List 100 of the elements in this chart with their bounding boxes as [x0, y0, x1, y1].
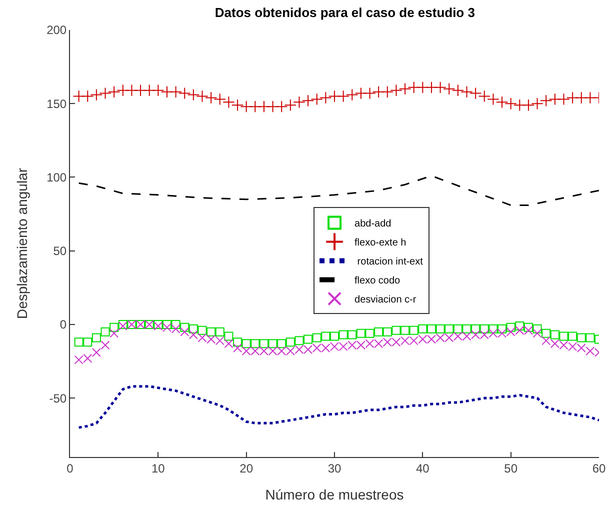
- point: [586, 346, 595, 356]
- point: [390, 84, 402, 96]
- point: [575, 92, 588, 104]
- point: [496, 96, 508, 108]
- point: [372, 86, 385, 98]
- point: [478, 90, 490, 102]
- line-series: [78, 175, 599, 206]
- point: [110, 322, 119, 332]
- point: [110, 328, 119, 338]
- point: [100, 340, 110, 350]
- point: [488, 324, 498, 334]
- point: [452, 84, 464, 96]
- point: [90, 88, 103, 101]
- point: [550, 330, 560, 340]
- point: [240, 100, 252, 113]
- point: [116, 84, 129, 96]
- point: [532, 324, 542, 334]
- legend-label: flexo codo: [354, 276, 401, 287]
- point: [180, 327, 190, 336]
- point: [266, 100, 279, 113]
- point: [312, 333, 322, 342]
- point: [108, 86, 120, 98]
- y-tick-label: 100: [46, 170, 67, 184]
- point: [92, 333, 101, 342]
- x-tick-label: 40: [416, 461, 430, 476]
- point: [152, 84, 164, 96]
- x-tick-label: 20: [240, 461, 254, 476]
- point: [348, 330, 357, 340]
- point: [259, 339, 268, 348]
- point: [100, 327, 110, 336]
- point: [304, 334, 313, 344]
- point: [180, 322, 190, 332]
- point: [346, 88, 358, 101]
- x-tick-label: 10: [151, 461, 166, 476]
- point: [462, 324, 472, 334]
- chart-title: Datos obtenidos para el caso de estudio 3: [214, 4, 475, 20]
- point: [443, 82, 456, 95]
- point: [453, 324, 462, 334]
- point: [338, 330, 348, 340]
- point: [310, 93, 323, 106]
- point: [302, 94, 314, 107]
- point: [170, 86, 182, 98]
- point: [471, 324, 480, 334]
- point: [277, 339, 286, 348]
- point: [293, 96, 306, 108]
- legend-label: rotacion int-ext: [354, 256, 424, 268]
- point: [559, 332, 568, 341]
- point: [584, 92, 596, 104]
- point: [72, 90, 85, 102]
- point: [532, 328, 542, 338]
- point: [214, 93, 226, 106]
- point: [434, 81, 446, 94]
- point: [365, 328, 374, 338]
- y-tick-label: 0: [60, 318, 67, 332]
- y-tick-label: -50: [49, 391, 67, 406]
- x-tick-label: 30: [328, 461, 342, 476]
- y-tick-label: 200: [46, 23, 67, 38]
- point: [356, 328, 366, 338]
- point: [268, 339, 278, 348]
- point: [576, 333, 586, 342]
- legend-label: abd-add: [354, 218, 392, 230]
- point: [506, 322, 516, 332]
- point: [436, 324, 445, 334]
- point: [586, 333, 595, 342]
- point: [566, 92, 579, 104]
- point: [524, 322, 533, 332]
- point: [222, 96, 235, 108]
- point: [188, 324, 198, 334]
- point: [74, 338, 84, 347]
- point: [276, 100, 288, 113]
- x-tick-label: 60: [592, 461, 606, 476]
- point: [444, 324, 454, 334]
- legend-label: flexo-exte h: [354, 238, 406, 249]
- x-tick-label: 50: [504, 461, 518, 476]
- point: [82, 90, 94, 102]
- point: [374, 327, 384, 336]
- point: [418, 324, 428, 334]
- point: [381, 86, 394, 98]
- point: [409, 326, 418, 335]
- point: [198, 326, 207, 335]
- point: [171, 320, 180, 329]
- point: [515, 321, 524, 330]
- point: [249, 100, 262, 113]
- point: [487, 93, 500, 106]
- point: [522, 98, 535, 112]
- point: [250, 339, 260, 348]
- point: [426, 324, 436, 334]
- legend-label: desviacion c-r: [354, 294, 417, 306]
- y-tick-label: 50: [53, 244, 67, 258]
- point: [542, 328, 551, 338]
- point: [99, 87, 112, 100]
- point: [233, 344, 242, 353]
- point: [187, 88, 200, 101]
- x-axis-title: Número de muestreos: [265, 486, 404, 503]
- point: [188, 330, 198, 340]
- y-tick-label: 150: [46, 96, 67, 111]
- point: [294, 336, 304, 346]
- point: [416, 81, 429, 94]
- point: [231, 98, 244, 112]
- point: [504, 98, 517, 110]
